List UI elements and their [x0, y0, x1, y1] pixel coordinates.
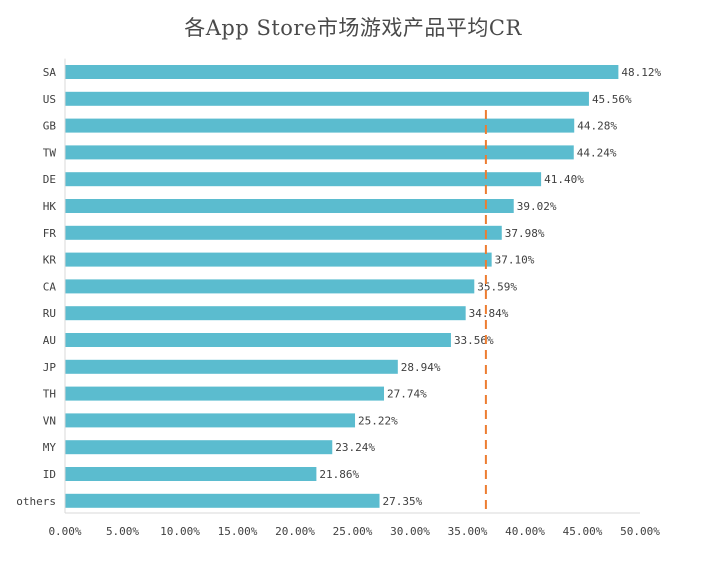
data-label-id: 21.86% — [319, 468, 359, 481]
x-tick-label: 10.00% — [160, 525, 200, 538]
category-label-ca: CA — [43, 280, 57, 293]
data-label-sa: 48.12% — [621, 66, 661, 79]
category-label-tw: TW — [43, 146, 57, 159]
bar-de — [65, 172, 542, 187]
data-label-others: 27.35% — [383, 495, 423, 508]
bar-jp — [65, 359, 398, 374]
bar-id — [65, 467, 317, 481]
bar-ca — [65, 279, 475, 294]
bar-vn — [65, 413, 356, 428]
data-label-jp: 28.94% — [401, 361, 441, 374]
x-tick-label: 0.00% — [48, 525, 81, 538]
bar-sa — [65, 65, 619, 79]
x-tick-label: 35.00% — [448, 525, 488, 538]
x-tick-label: 20.00% — [275, 525, 315, 538]
bar-my — [65, 440, 333, 455]
data-label-us: 45.56% — [592, 93, 632, 106]
data-label-de: 41.40% — [544, 173, 584, 186]
data-label-my: 23.24% — [335, 441, 375, 454]
category-label-jp: JP — [43, 361, 57, 374]
x-tick-label: 45.00% — [563, 525, 603, 538]
x-tick-label: 30.00% — [390, 525, 430, 538]
category-label-kr: KR — [43, 254, 57, 267]
bar-gb — [65, 118, 575, 133]
data-label-kr: 37.10% — [495, 254, 535, 267]
labels-layer: SA 48.12% US 45.56% GB 44.28% TW 44.24% DE 41.40%… — [16, 66, 661, 508]
chart-title: 各App Store市场游戏产品平均CR — [184, 16, 522, 40]
bar-th — [65, 386, 385, 401]
data-label-au: 33.56% — [454, 334, 494, 347]
category-label-my: MY — [43, 441, 57, 454]
category-label-us: US — [43, 93, 56, 106]
bar-us — [65, 91, 589, 106]
bar-kr — [65, 252, 492, 267]
x-tick-label: 50.00% — [620, 525, 660, 538]
category-label-hk: HK — [43, 200, 57, 213]
bar-hk — [65, 199, 514, 213]
x-tick-label: 5.00% — [106, 525, 139, 538]
bar-fr — [65, 225, 502, 240]
bars-layer — [65, 65, 619, 508]
axis-layer: 0.00% 5.00% 10.00% 15.00% 20.00% 25.00% 30.00%… — [48, 58, 660, 538]
bar-tw — [65, 145, 574, 160]
x-tick-label: 40.00% — [505, 525, 545, 538]
category-label-others: others — [16, 495, 56, 508]
x-tick-label: 15.00% — [218, 525, 258, 538]
category-label-fr: FR — [43, 227, 57, 240]
category-label-de: DE — [43, 173, 56, 186]
data-label-ca: 35.59% — [477, 280, 517, 293]
category-label-vn: VN — [43, 414, 56, 427]
category-label-au: AU — [43, 334, 56, 347]
data-label-gb: 44.28% — [577, 120, 617, 133]
bar-au — [65, 333, 451, 347]
bar-others — [65, 493, 380, 508]
data-label-vn: 25.22% — [358, 414, 398, 427]
category-label-id: ID — [43, 468, 56, 481]
x-tick-label: 25.00% — [333, 525, 373, 538]
category-label-th: TH — [43, 388, 56, 401]
bar-ru — [65, 306, 466, 321]
data-label-th: 27.74% — [387, 388, 427, 401]
category-label-sa: SA — [43, 66, 57, 79]
data-label-fr: 37.98% — [505, 227, 545, 240]
data-label-ru: 34.84% — [469, 307, 509, 320]
data-label-tw: 44.24% — [577, 146, 617, 159]
data-label-hk: 39.02% — [517, 200, 557, 213]
category-label-gb: GB — [43, 120, 57, 133]
category-label-ru: RU — [43, 307, 56, 320]
